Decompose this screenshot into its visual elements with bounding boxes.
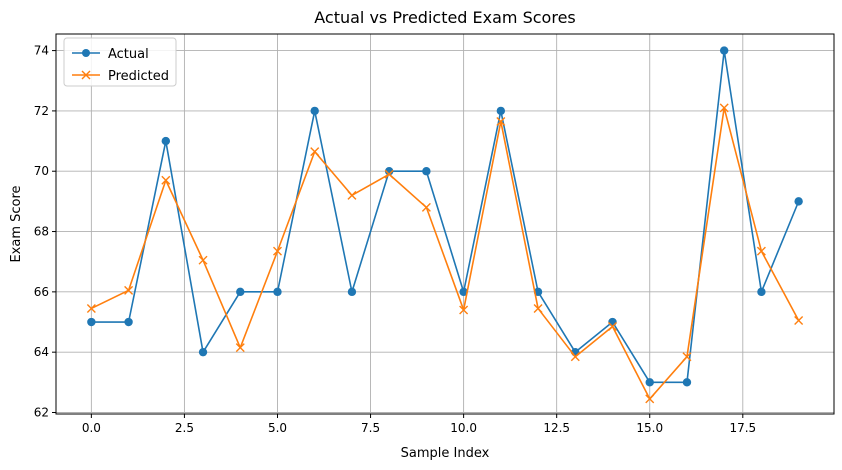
predicted-data-point bbox=[421, 202, 431, 212]
actual-data-point bbox=[459, 287, 468, 297]
y-tick-label: 74 bbox=[34, 44, 49, 58]
predicted-data-point bbox=[198, 255, 208, 265]
predicted-data-point bbox=[384, 169, 394, 179]
actual-data-point bbox=[236, 287, 245, 297]
predicted-data-point bbox=[682, 352, 692, 362]
x-tick-label: 12.5 bbox=[543, 421, 570, 435]
predicted-data-point bbox=[533, 303, 543, 313]
x-tick-label: 10.0 bbox=[450, 421, 477, 435]
y-tick-label: 72 bbox=[34, 104, 49, 118]
actual-data-point bbox=[384, 167, 394, 176]
legend-predicted-label: Predicted bbox=[108, 69, 169, 84]
y-tick-label: 68 bbox=[34, 225, 49, 239]
predicted-data-point bbox=[235, 343, 245, 353]
actual-data-point bbox=[496, 106, 506, 116]
y-tick-label: 62 bbox=[34, 405, 49, 419]
legend: Actual Predicted bbox=[63, 37, 177, 87]
x-tick-label: 7.5 bbox=[361, 421, 380, 435]
y-tick-label: 64 bbox=[34, 345, 49, 359]
predicted-data-point bbox=[570, 352, 580, 362]
legend-actual-marker bbox=[82, 49, 90, 57]
predicted-data-point bbox=[496, 116, 506, 126]
predicted-data-point bbox=[161, 175, 171, 185]
actual-data-point bbox=[273, 287, 282, 297]
predicted-data-point bbox=[794, 316, 804, 326]
plot-frame bbox=[55, 33, 835, 415]
actual-data-point bbox=[310, 106, 319, 116]
y-axis-label: Exam Score bbox=[9, 185, 24, 262]
predicted-data-point bbox=[310, 147, 320, 157]
x-tick-label: 5.0 bbox=[268, 421, 287, 435]
actual-data-point bbox=[87, 317, 96, 327]
legend-predicted-marker bbox=[81, 70, 91, 80]
actual-data-point bbox=[757, 287, 766, 297]
x-tick-label: 15.0 bbox=[636, 421, 663, 435]
predicted-data-point bbox=[459, 305, 469, 315]
predicted-data-point bbox=[719, 103, 729, 113]
predicted-data-point bbox=[608, 322, 618, 332]
actual-data-point bbox=[198, 347, 208, 357]
legend-box bbox=[63, 37, 177, 87]
actual-data-point bbox=[422, 167, 431, 176]
legend-actual-label: Actual bbox=[108, 47, 149, 62]
actual-data-point bbox=[347, 287, 357, 297]
predicted-data-point bbox=[756, 246, 766, 256]
plot-area bbox=[56, 34, 834, 414]
axis-ticks: 0.0 2.5 5.0 7.5 10.0 12.5 15.0 17.5 62 64 66 68 70 72… bbox=[34, 44, 756, 435]
predicted-data-point bbox=[645, 394, 655, 404]
y-tick-label: 70 bbox=[34, 164, 49, 178]
predicted-data-point bbox=[347, 190, 357, 200]
actual-data-point bbox=[682, 378, 692, 387]
actual-data-point bbox=[794, 197, 803, 206]
predicted-data-point bbox=[86, 303, 96, 313]
x-tick-label: 0.0 bbox=[82, 421, 101, 435]
predicted-data-point bbox=[124, 285, 134, 295]
predicted-series-line bbox=[91, 107, 800, 400]
actual-data-point bbox=[719, 46, 729, 55]
chart-title: Actual vs Predicted Exam Scores bbox=[314, 8, 576, 27]
y-tick-label: 66 bbox=[34, 285, 49, 299]
x-tick-label: 17.5 bbox=[729, 421, 756, 435]
actual-data-point bbox=[161, 136, 171, 146]
actual-series-line bbox=[91, 49, 800, 384]
actual-data-point bbox=[124, 317, 133, 327]
grid bbox=[56, 34, 834, 414]
predicted-data-point bbox=[272, 246, 282, 256]
actual-data-point bbox=[608, 317, 617, 327]
series-layer bbox=[86, 46, 804, 404]
actual-data-point bbox=[645, 378, 654, 387]
x-tick-label: 2.5 bbox=[175, 421, 194, 435]
x-axis-label: Sample Index bbox=[401, 446, 490, 461]
